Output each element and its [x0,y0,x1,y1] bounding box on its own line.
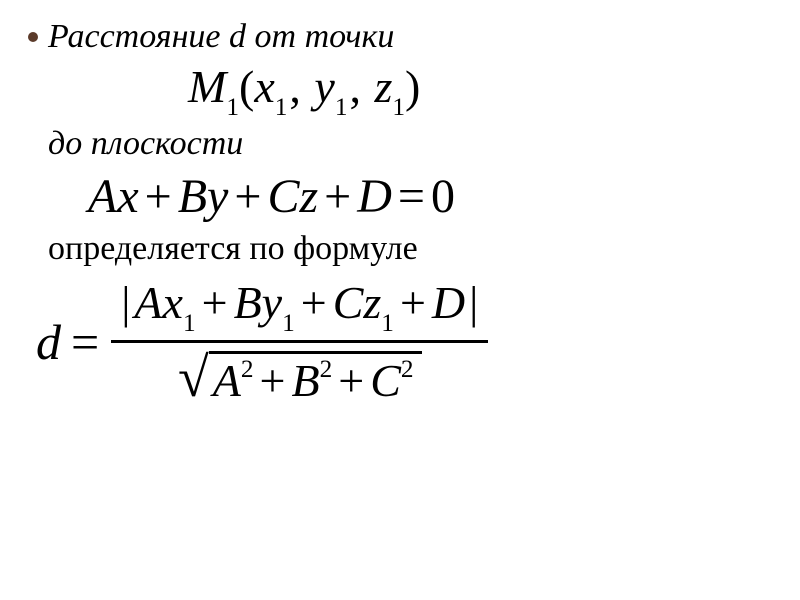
d-B: B [291,355,319,406]
d-p2: + [332,355,370,406]
n-p3: + [394,277,432,328]
n-ys: 1 [282,309,295,337]
comma-1: , [287,61,303,112]
n-D: D [432,277,465,328]
op-eq-2: = [71,313,99,371]
n-p1: + [196,277,234,328]
n-C: C [333,277,364,328]
paren-close: ) [405,61,420,112]
distance-formula: d = |Ax1+By1+Cz1+D| √ A2+B2+C2 [36,280,772,403]
d-p1: + [254,355,292,406]
paren-open: ( [239,61,254,112]
numerator: |Ax1+By1+Cz1+D| [111,280,488,342]
n-A: A [134,277,162,328]
d-C: C [370,355,401,406]
n-B: B [234,277,262,328]
n-p2: + [295,277,333,328]
sym-D: D [357,170,392,223]
sub-z1: 1 [392,93,405,121]
slide: Расстояние d от точки M1(x1, y1, z1) до … [0,0,800,422]
d-Ae: 2 [241,355,254,383]
sym-z: z [374,61,392,112]
d-Ce: 2 [401,355,414,383]
intro-line-2: до плоскости [48,125,772,163]
sub-x1: 1 [275,93,288,121]
sym-y2: y [207,170,228,223]
intro-line-1: Расстояние d от точки [28,18,772,56]
sym-M: M [188,61,226,112]
op-plus-1: + [139,170,178,223]
intro-line-3: определяется по формуле [48,230,772,268]
sub-y1: 1 [335,93,348,121]
equation-plane: Ax+By+Cz+D=0 [88,169,772,224]
num-zero: 0 [431,170,455,223]
equation-point-m1: M1(x1, y1, z1) [188,60,772,119]
op-eq: = [392,170,431,223]
comma-2: , [347,61,363,112]
radical-icon: √ [178,353,209,406]
square-root: √ A2+B2+C2 [178,351,422,404]
sym-x: x [254,61,274,112]
text-to-plane: до плоскости [48,125,243,162]
sym-C: C [267,170,299,223]
text-distance-from-point: Расстояние d от точки [48,18,394,56]
sym-x2: x [117,170,138,223]
sym-z2: z [299,170,318,223]
n-z: z [363,277,381,328]
fraction: |Ax1+By1+Cz1+D| √ A2+B2+C2 [111,280,488,403]
n-x: x [163,277,183,328]
sym-d: d [36,313,61,371]
n-y: y [262,277,282,328]
sym-A: A [88,170,117,223]
d-A: A [213,355,241,406]
sym-B: B [178,170,207,223]
abs-right: | [465,277,482,328]
d-Be: 2 [320,355,333,383]
n-zs: 1 [381,309,394,337]
sym-y: y [314,61,334,112]
op-plus-3: + [318,170,357,223]
abs-left: | [117,277,134,328]
bullet-icon [28,32,38,42]
radicand: A2+B2+C2 [209,351,422,404]
denominator: √ A2+B2+C2 [178,343,422,404]
text-defined-by-formula: определяется по формуле [48,230,418,267]
sub-1: 1 [226,93,239,121]
n-xs: 1 [183,309,196,337]
op-plus-2: + [228,170,267,223]
